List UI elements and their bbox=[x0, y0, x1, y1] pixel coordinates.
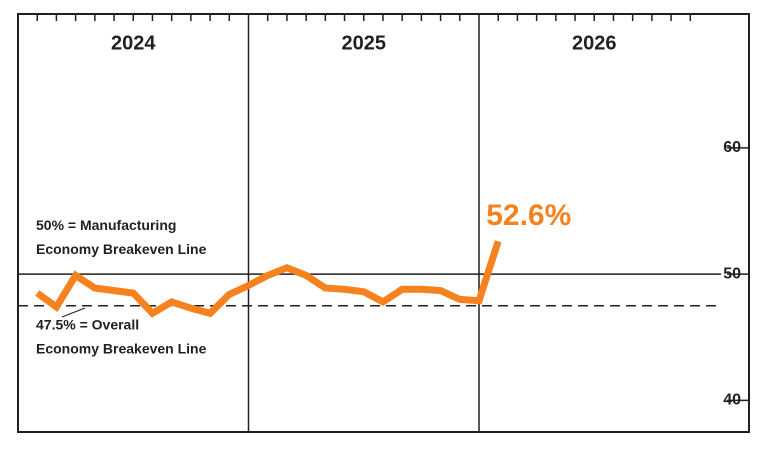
y-tick-label: 60 bbox=[723, 139, 741, 156]
reference-label: 47.5% = Overall bbox=[36, 316, 139, 332]
y-tick-label: 50 bbox=[723, 265, 741, 282]
y-tick-label: 40 bbox=[723, 392, 741, 409]
year-label: 2025 bbox=[342, 32, 387, 54]
reference-label: Economy Breakeven Line bbox=[36, 340, 207, 356]
value-label: 52.6% bbox=[486, 199, 571, 232]
reference-label: 50% = Manufacturing bbox=[36, 217, 176, 233]
year-label: 2024 bbox=[111, 32, 156, 54]
data-line bbox=[35, 240, 502, 318]
year-label: 2026 bbox=[572, 32, 617, 54]
reference-label: Economy Breakeven Line bbox=[36, 241, 207, 257]
annotation-connector bbox=[61, 307, 86, 318]
